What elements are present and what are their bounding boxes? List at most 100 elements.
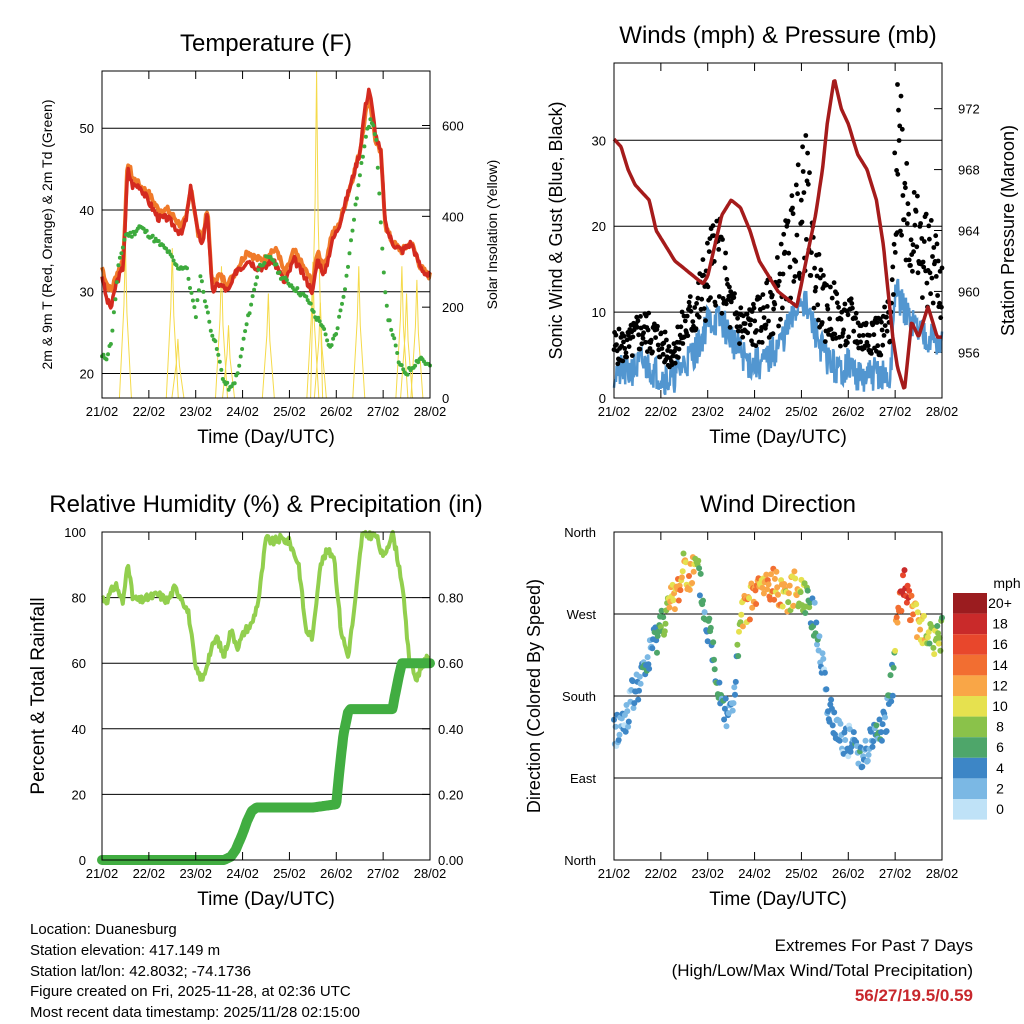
dewpoint-point bbox=[371, 123, 376, 128]
dewpoint-point bbox=[122, 237, 127, 242]
gust-point bbox=[882, 304, 887, 310]
direction-point bbox=[622, 728, 629, 735]
direction-point bbox=[616, 731, 623, 738]
direction-point bbox=[821, 669, 828, 676]
dewpoint-point bbox=[308, 301, 313, 306]
direction-point bbox=[666, 604, 673, 611]
dewpoint-point bbox=[295, 286, 300, 291]
x-tick-label: 23/02 bbox=[179, 866, 212, 881]
gust-point bbox=[918, 221, 923, 226]
gust-point bbox=[923, 211, 929, 217]
gust-point bbox=[719, 310, 725, 316]
gust-point bbox=[672, 360, 678, 366]
dewpoint-point bbox=[219, 367, 224, 372]
direction-point bbox=[631, 700, 638, 707]
gust-point bbox=[761, 315, 767, 320]
direction-point bbox=[711, 666, 718, 673]
y2-tick-label: 400 bbox=[442, 209, 464, 224]
y2-tick-label: 200 bbox=[442, 300, 464, 315]
gust-point bbox=[863, 320, 869, 326]
gust-point bbox=[903, 185, 908, 191]
gust-point bbox=[613, 332, 619, 338]
humidity-precip-chart: 0 20 40 60 80 100 0.00 0.20 0.40 0.60 0.80 21/02 22/… bbox=[28, 491, 483, 910]
gust-point bbox=[927, 270, 933, 276]
gust-point bbox=[900, 193, 906, 198]
dewpoint-point bbox=[217, 359, 222, 364]
dewpoint-point bbox=[304, 294, 309, 299]
gust-point bbox=[902, 180, 908, 186]
y-tick-label: 10 bbox=[592, 305, 606, 320]
dewpoint-point bbox=[126, 233, 131, 238]
gust-point bbox=[634, 314, 640, 320]
direction-point bbox=[730, 700, 737, 707]
gust-point bbox=[815, 302, 821, 308]
gust-point bbox=[753, 343, 759, 349]
direction-point bbox=[746, 595, 753, 602]
dewpoint-point bbox=[241, 336, 246, 341]
gust-point bbox=[723, 301, 729, 307]
gust-point bbox=[687, 294, 693, 299]
direction-point bbox=[842, 737, 849, 743]
direction-point bbox=[630, 705, 637, 711]
gust-point bbox=[728, 299, 734, 305]
gust-point bbox=[871, 332, 877, 338]
dewpoint-point bbox=[193, 315, 198, 320]
direction-point bbox=[836, 737, 843, 744]
dewpoint-point bbox=[249, 302, 254, 307]
dewpoint-point bbox=[380, 246, 385, 251]
x-tick-label: 21/02 bbox=[86, 404, 119, 419]
extremes-title: Extremes For Past 7 Days bbox=[774, 936, 973, 955]
gust-point bbox=[699, 296, 705, 302]
dewpoint-point bbox=[405, 372, 410, 377]
direction-point bbox=[894, 619, 901, 626]
gust-point bbox=[695, 295, 701, 301]
direction-point bbox=[813, 619, 820, 626]
direction-point bbox=[785, 599, 792, 606]
dewpoint-point bbox=[195, 298, 200, 303]
plot-frame bbox=[613, 531, 943, 861]
dewpoint-point bbox=[277, 270, 282, 275]
direction-point bbox=[878, 737, 885, 744]
gust-point bbox=[705, 284, 711, 290]
chart-title: Relative Humidity (%) & Precipitation (i… bbox=[49, 491, 482, 518]
gust-point bbox=[680, 341, 686, 346]
dewpoint-point bbox=[238, 354, 243, 359]
y-tick-label: North bbox=[564, 525, 596, 540]
direction-point bbox=[893, 614, 900, 621]
extremes-value: 56/27/19.5/0.59 bbox=[854, 986, 973, 1005]
gust-point bbox=[655, 323, 660, 329]
gust-point bbox=[766, 318, 771, 324]
direction-point bbox=[906, 587, 913, 594]
gust-point bbox=[834, 291, 840, 297]
direction-point bbox=[867, 728, 874, 735]
dewpoint-point bbox=[399, 363, 404, 368]
gust-point bbox=[933, 274, 939, 279]
gust-point bbox=[711, 233, 717, 239]
dewpoint-point bbox=[331, 336, 336, 341]
gust-point bbox=[623, 350, 629, 356]
gust-point bbox=[716, 247, 722, 252]
gust-point bbox=[786, 250, 792, 256]
gust-point bbox=[776, 278, 782, 284]
x-tick-label: 28/02 bbox=[926, 866, 959, 881]
gust-point bbox=[801, 190, 807, 196]
solar-spike bbox=[310, 70, 324, 399]
direction-point bbox=[689, 580, 696, 586]
direction-point bbox=[764, 586, 771, 593]
direction-point bbox=[837, 720, 844, 727]
plot-frame bbox=[101, 70, 431, 399]
dewpoint-point bbox=[347, 251, 352, 256]
direction-point bbox=[760, 590, 767, 597]
gust-point bbox=[805, 181, 811, 187]
gust-point bbox=[841, 327, 846, 333]
dewpoint-point bbox=[120, 245, 125, 250]
gust-point bbox=[822, 339, 828, 344]
gust-point bbox=[638, 314, 643, 319]
gust-point bbox=[890, 264, 896, 270]
gust-point bbox=[891, 292, 896, 297]
direction-point bbox=[765, 581, 772, 588]
direction-point bbox=[746, 616, 753, 623]
gust-point bbox=[624, 354, 629, 360]
gust-point bbox=[850, 305, 855, 311]
gust-point bbox=[703, 318, 708, 323]
